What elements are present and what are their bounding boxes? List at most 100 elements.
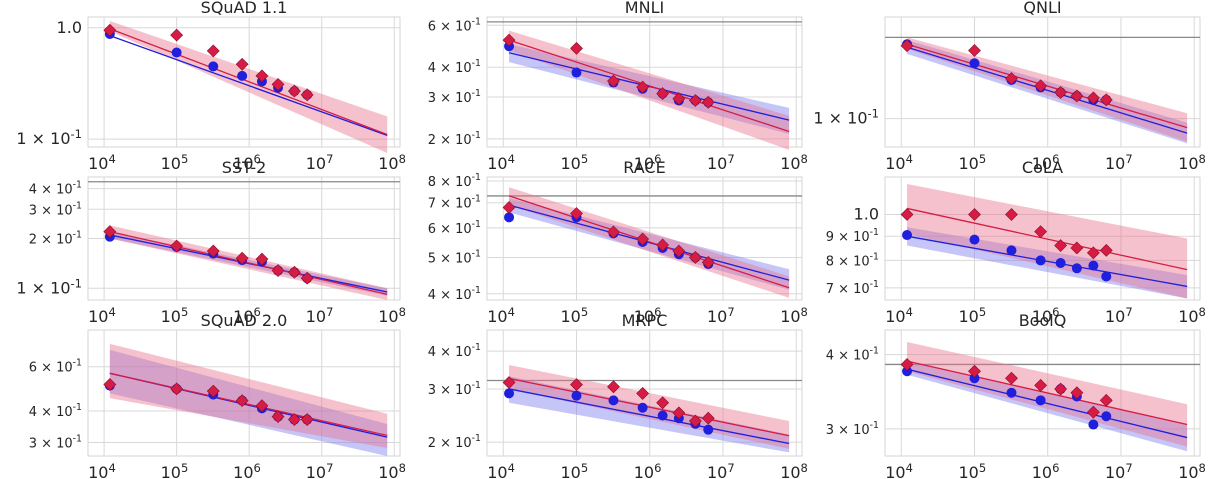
x-tick-label: 108	[780, 305, 808, 326]
subplot-mnli: 104 105 106 107 108 6 × 10-1 4 × 10-1 3 × 10-1 2…	[428, 0, 808, 173]
red-fit-line	[906, 207, 1188, 271]
y-tick-label: 1 × 10-1	[16, 127, 82, 148]
red-data-point	[656, 396, 670, 410]
x-tick-label: 106	[233, 152, 261, 173]
red-data-point	[170, 382, 184, 396]
red-data-point	[170, 28, 184, 42]
x-tick-label: 105	[560, 305, 588, 326]
red-data-point	[607, 225, 620, 239]
subplot-title: SST-2	[222, 158, 267, 177]
x-tick-label: 108	[378, 461, 406, 479]
blue-fit-line	[906, 368, 1188, 439]
red-data-point	[206, 44, 220, 58]
blue-fit-line	[906, 235, 1188, 288]
y-tick-label: 4 × 10-1	[428, 342, 481, 360]
red-fit-line	[906, 360, 1188, 426]
y-tick-label: 2 × 10-1	[428, 130, 481, 148]
y-tick-label: 1 × 10-1	[813, 107, 879, 128]
x-tick-label: 107	[1105, 152, 1133, 173]
red-data-point	[701, 95, 715, 109]
y-tick-label: 2 × 10-1	[29, 229, 82, 247]
red-data-point	[636, 386, 650, 400]
x-tick-label: 108	[378, 152, 406, 173]
subplot-title: MRPC	[622, 311, 668, 330]
red-data-point	[1054, 382, 1068, 396]
red-data-point	[1034, 378, 1048, 392]
red-data-point	[300, 271, 314, 285]
red-fit-line	[906, 43, 1188, 129]
x-tick-label: 106	[1032, 152, 1060, 173]
x-tick-label: 106	[233, 461, 261, 479]
y-tick-label: 4 × 10-1	[826, 346, 879, 364]
red-data-point	[968, 364, 981, 378]
red-data-point	[255, 69, 269, 83]
subplot-sst-2: 104 105 106 107 108 4 × 10-1 3 × 10-1 2 × 10-1 1…	[16, 158, 406, 326]
x-tick-label: 107	[707, 152, 735, 173]
blue-data-point	[902, 366, 913, 377]
x-tick-label: 107	[306, 152, 334, 173]
blue-data-point	[1035, 395, 1046, 406]
x-tick-label: 105	[161, 152, 189, 173]
blue-data-point	[571, 67, 582, 78]
red-data-point	[900, 208, 914, 221]
red-data-point	[688, 251, 702, 264]
x-tick-label: 104	[885, 305, 913, 326]
red-data-point	[636, 232, 650, 246]
red-data-point	[607, 74, 620, 88]
red-confidence-band	[109, 343, 388, 449]
red-data-point	[1054, 239, 1068, 252]
red-data-point	[1034, 225, 1048, 239]
blue-data-point	[1101, 411, 1112, 422]
blue-confidence-band	[109, 349, 388, 456]
subplot-title: BoolQ	[1019, 311, 1067, 330]
plot-area	[486, 16, 803, 148]
red-data-point	[103, 23, 117, 37]
red-data-point	[1070, 386, 1084, 400]
y-tick-label: 8 × 10-1	[826, 251, 879, 269]
x-tick-label: 108	[780, 461, 808, 479]
subplot-title: SQuAD 1.1	[201, 0, 288, 17]
subplot-race: 104 105 106 107 108 8 × 10-1 7 × 10-1 6 × 10-1 5…	[428, 158, 808, 326]
red-data-point	[1099, 243, 1113, 257]
y-tick-label: 2 × 10-1	[428, 433, 481, 451]
red-data-point	[688, 94, 702, 107]
blue-data-point	[703, 424, 714, 435]
blue-data-point	[969, 58, 980, 69]
red-data-point	[570, 41, 583, 55]
blue-data-point	[657, 410, 668, 421]
subplot-squad-2-0: 104 105 106 107 108 6 × 10-1 4 × 10-1 3 × 10-1 S…	[29, 311, 406, 479]
red-data-point	[502, 201, 516, 214]
x-tick-label: 106	[634, 152, 662, 173]
red-data-point	[968, 44, 981, 57]
blue-data-point	[1055, 258, 1066, 269]
red-data-point	[103, 378, 117, 391]
red-data-point	[287, 84, 301, 98]
red-data-point	[502, 376, 516, 389]
red-confidence-band	[509, 30, 790, 150]
subplot-title: QNLI	[1023, 0, 1061, 17]
blue-data-point	[208, 61, 219, 72]
blue-data-point	[608, 395, 619, 406]
subplot-qnli: 104 105 106 107 108 1 × 10-1 QNLI	[813, 0, 1205, 173]
x-tick-label: 106	[233, 305, 261, 326]
red-data-point	[170, 239, 184, 253]
red-fit-line	[109, 28, 388, 136]
red-data-point	[1070, 89, 1084, 103]
red-data-point	[1086, 91, 1100, 105]
red-data-point	[636, 80, 650, 94]
blue-confidence-band	[907, 361, 1188, 452]
red-data-point	[502, 33, 516, 47]
red-data-point	[271, 264, 285, 277]
red-data-point	[235, 394, 249, 408]
red-data-point	[656, 238, 670, 252]
blue-data-point	[1071, 263, 1082, 274]
x-tick-label: 108	[1178, 305, 1206, 326]
y-tick-label: 1.0	[854, 205, 879, 224]
blue-fit-line	[906, 46, 1188, 134]
red-data-point	[271, 410, 285, 424]
blue-data-point	[1006, 245, 1017, 256]
red-fit-line	[508, 39, 790, 133]
y-tick-label: 6 × 10-1	[29, 358, 82, 376]
y-tick-label: 6 × 10-1	[428, 16, 481, 34]
